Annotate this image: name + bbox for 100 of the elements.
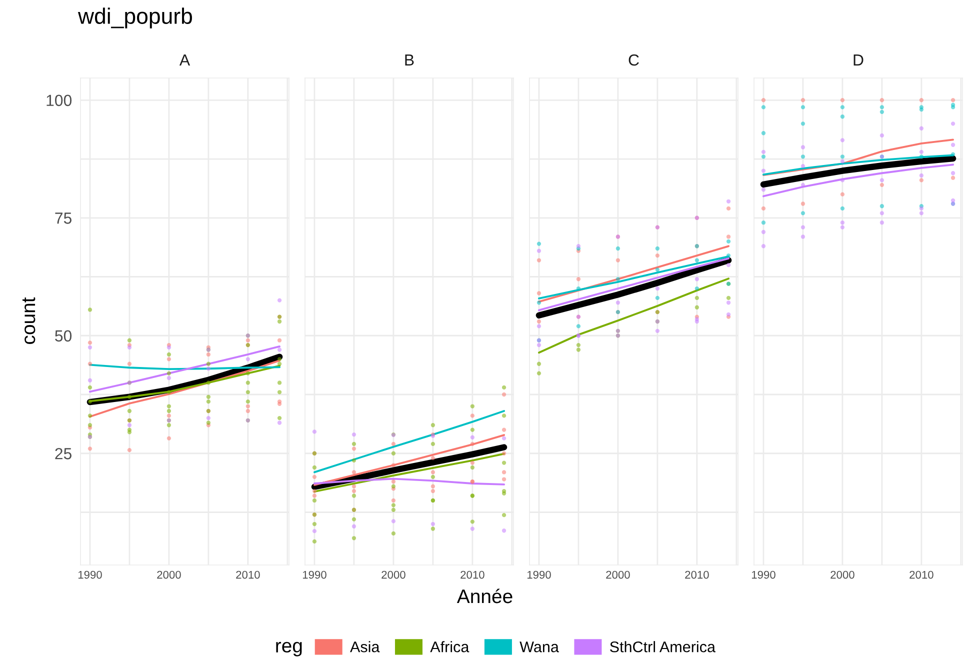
point xyxy=(536,242,542,246)
point xyxy=(391,503,396,508)
point xyxy=(430,488,436,494)
point xyxy=(800,145,806,150)
point xyxy=(277,357,282,362)
point xyxy=(206,416,211,420)
point xyxy=(391,442,396,446)
point xyxy=(536,258,542,262)
point xyxy=(88,345,92,350)
point xyxy=(761,230,766,234)
point xyxy=(352,458,356,463)
point xyxy=(88,378,92,382)
x-tick-label: 2000 xyxy=(157,570,181,579)
point xyxy=(470,435,475,440)
point xyxy=(502,385,506,390)
point xyxy=(127,362,132,366)
point xyxy=(127,423,132,428)
point xyxy=(840,98,845,102)
point xyxy=(726,206,731,211)
point xyxy=(800,202,806,206)
point xyxy=(919,206,924,211)
point xyxy=(761,154,766,159)
point xyxy=(536,248,542,253)
point xyxy=(880,133,884,138)
point xyxy=(166,423,172,428)
point xyxy=(127,430,132,434)
point xyxy=(352,470,356,474)
point xyxy=(536,342,542,348)
point xyxy=(761,168,766,173)
point xyxy=(919,154,924,159)
point xyxy=(800,122,806,126)
point xyxy=(576,286,581,291)
point xyxy=(352,517,356,522)
point xyxy=(470,526,475,531)
point xyxy=(880,220,884,225)
x-tick-label: 2000 xyxy=(606,570,630,579)
point xyxy=(246,338,250,342)
point xyxy=(840,206,845,211)
point xyxy=(536,291,542,296)
y-tick-label: 50 xyxy=(55,330,72,342)
point xyxy=(88,385,92,390)
point xyxy=(502,528,506,533)
point xyxy=(919,173,924,178)
point xyxy=(352,524,356,528)
point xyxy=(430,522,436,526)
point xyxy=(470,465,475,470)
point xyxy=(88,308,92,312)
point xyxy=(616,300,620,305)
point xyxy=(277,420,282,425)
point xyxy=(88,362,92,366)
point xyxy=(312,474,317,480)
point xyxy=(726,234,731,239)
point xyxy=(761,244,766,248)
point xyxy=(246,390,250,394)
legend-label: Asia xyxy=(350,641,380,652)
point xyxy=(246,371,250,376)
point xyxy=(694,277,700,282)
point xyxy=(761,188,766,192)
point xyxy=(502,512,506,518)
point xyxy=(726,296,731,300)
point xyxy=(840,154,845,159)
point xyxy=(277,380,282,385)
point xyxy=(726,262,731,268)
point xyxy=(694,319,700,324)
point xyxy=(576,348,581,352)
point xyxy=(761,105,766,110)
point xyxy=(840,114,845,119)
point xyxy=(127,448,132,452)
x-tick-label: 1990 xyxy=(752,570,776,579)
point xyxy=(352,488,356,494)
point xyxy=(430,423,436,428)
point xyxy=(655,296,660,300)
point xyxy=(800,234,806,239)
point xyxy=(800,154,806,159)
point xyxy=(761,220,766,225)
point xyxy=(277,338,282,342)
x-tick-label: 2010 xyxy=(236,570,260,579)
point xyxy=(840,138,845,142)
point xyxy=(277,319,282,324)
point xyxy=(166,357,172,362)
point xyxy=(919,178,924,182)
point xyxy=(840,178,845,182)
legend-label: SthCtrl America xyxy=(610,641,716,652)
point xyxy=(430,470,436,474)
point xyxy=(502,460,506,465)
point xyxy=(166,371,172,376)
point xyxy=(726,312,731,317)
point xyxy=(246,399,250,404)
legend-title: reg xyxy=(276,642,302,656)
point xyxy=(88,446,92,451)
chart-title: C xyxy=(628,54,639,66)
chart-title: A xyxy=(179,54,190,66)
point xyxy=(391,480,396,484)
x-tick-label: 2010 xyxy=(910,570,934,579)
y-tick-label: 75 xyxy=(55,212,72,224)
point xyxy=(536,324,542,328)
point xyxy=(800,164,806,168)
point xyxy=(880,110,884,114)
point xyxy=(127,345,132,350)
point xyxy=(840,159,845,164)
